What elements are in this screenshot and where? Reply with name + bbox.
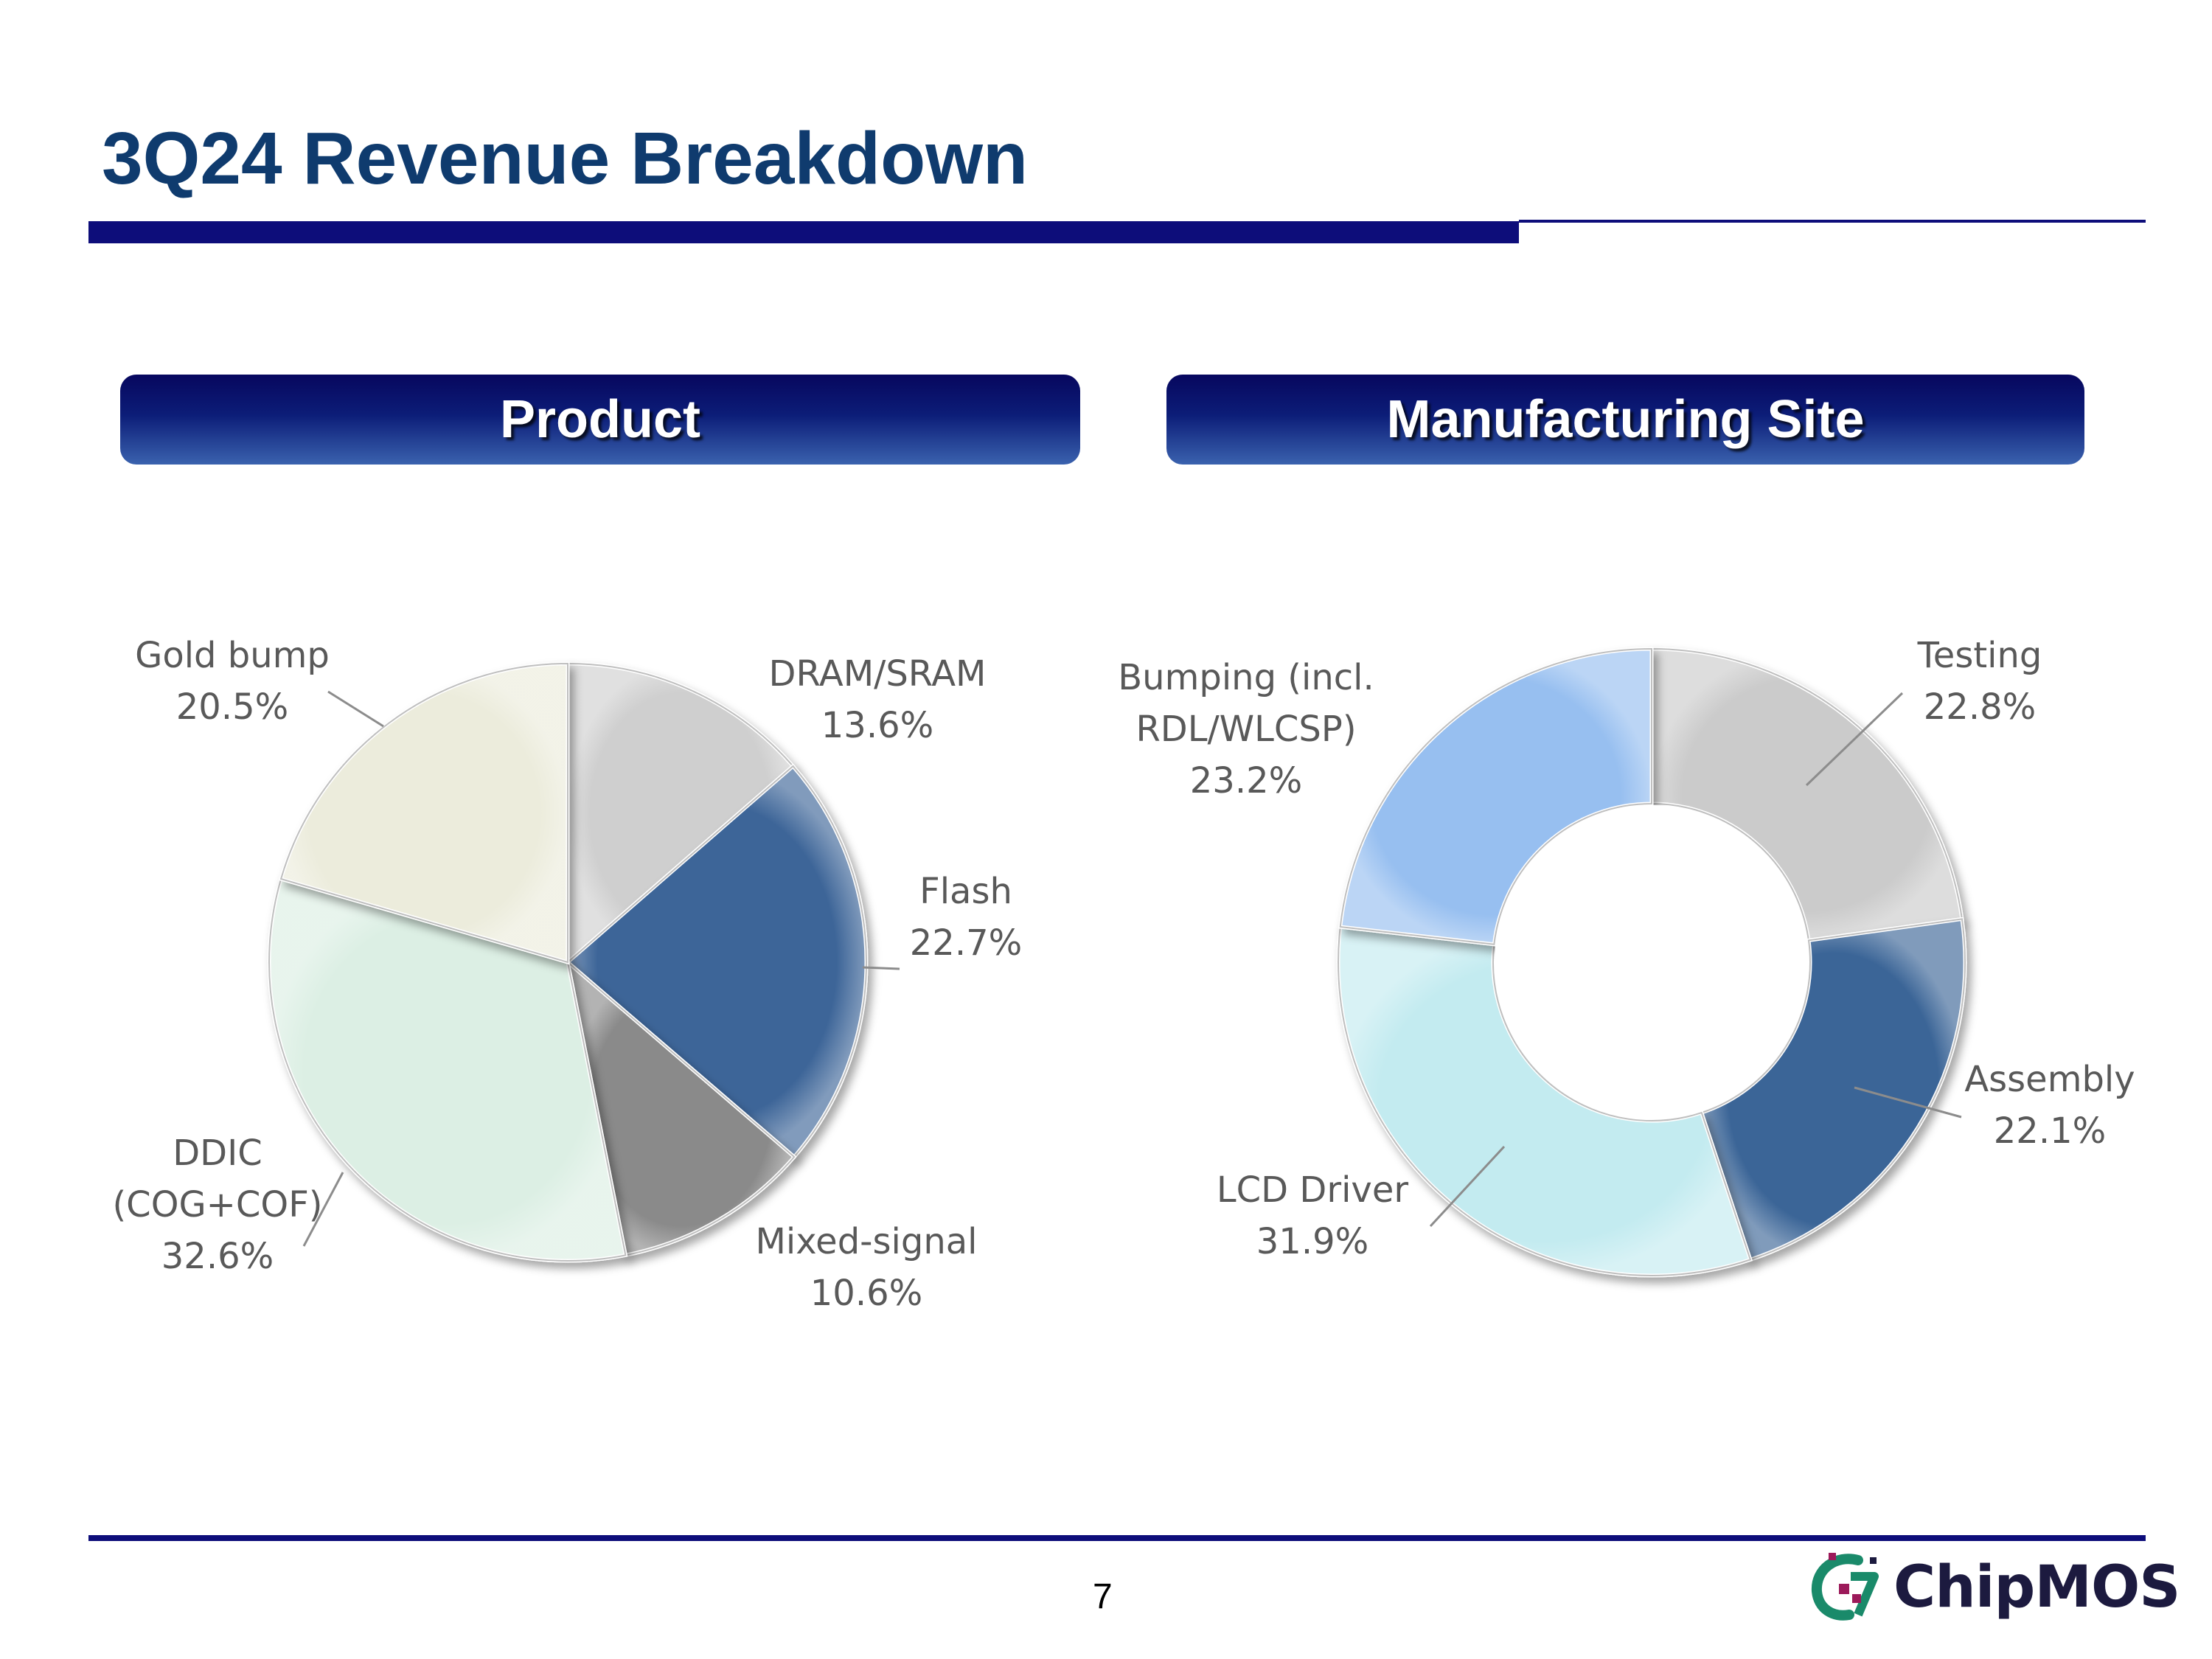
- ddic-data-label: DDIC (COG+COF) 32.6%: [112, 1133, 322, 1277]
- bumping-incl-slice-highlight: [1339, 647, 1652, 945]
- testing-slice-highlight: [1651, 647, 1964, 942]
- lcd-driver-data-label: LCD Driver 31.9%: [1217, 1169, 1408, 1262]
- manufacturing-site-section-title: Manufacturing Site: [1386, 390, 1865, 449]
- gold-bump-leader-line: [327, 690, 384, 728]
- product-section-header: Product: [120, 375, 1080, 465]
- ddic-slice-highlight: [268, 877, 627, 1262]
- donut-hole: [1495, 805, 1809, 1119]
- lcd-driver-leader-line: [1429, 1145, 1506, 1228]
- page-title: 3Q24 Revenue Breakdown: [102, 117, 1029, 200]
- dram-sram-data-label: DRAM/SRAM 13.6%: [769, 653, 987, 746]
- product-pie-chart: DRAM/SRAM 13.6% Flash 22.7% Mixed-signal 10.6…: [112, 635, 1022, 1314]
- gold-bump-slice-highlight: [279, 662, 568, 964]
- footer-line: [88, 1535, 2146, 1541]
- flash-leader-line: [862, 966, 900, 970]
- testing-leader-line: [1805, 692, 1904, 787]
- assembly-data-label: Assembly 22.1%: [1964, 1059, 2135, 1152]
- bumping-incl-data-label: Bumping (incl. RDL/WLCSP) 23.2%: [1118, 657, 1374, 801]
- chipmos-logo: ChipMOS: [1806, 1547, 2180, 1628]
- manufacturing-site-section-header: Manufacturing Site: [1166, 375, 2084, 465]
- testing-data-label: Testing 22.8%: [1917, 635, 2042, 728]
- lcd-driver-slice-highlight: [1338, 925, 1752, 1277]
- mixed-signal-data-label: Mixed-signal 10.6%: [756, 1221, 978, 1314]
- chipmos-logo-icon: [1811, 1553, 1879, 1621]
- manufacturing-site-donut-chart: Testing 22.8% Assembly 22.1% LCD Driver 31.9%…: [1118, 635, 2135, 1278]
- flash-data-label: Flash 22.7%: [910, 871, 1022, 964]
- flash-slice-highlight: [566, 765, 867, 1158]
- mixed-signal-slice-highlight: [566, 960, 796, 1256]
- page-number: 7: [1093, 1577, 1113, 1616]
- assembly-slice-highlight: [1700, 918, 1966, 1261]
- title-underline-thick: [88, 221, 1519, 243]
- gold-bump-data-label: Gold bump 20.5%: [135, 635, 330, 728]
- product-section-title: Product: [499, 390, 700, 449]
- assembly-leader-line: [1854, 1086, 1962, 1119]
- dram-sram-slice-highlight: [567, 662, 794, 964]
- ddic-leader-line: [302, 1172, 344, 1247]
- title-underline-thin: [1519, 220, 2146, 223]
- logo-text: ChipMOS: [1893, 1554, 2180, 1621]
